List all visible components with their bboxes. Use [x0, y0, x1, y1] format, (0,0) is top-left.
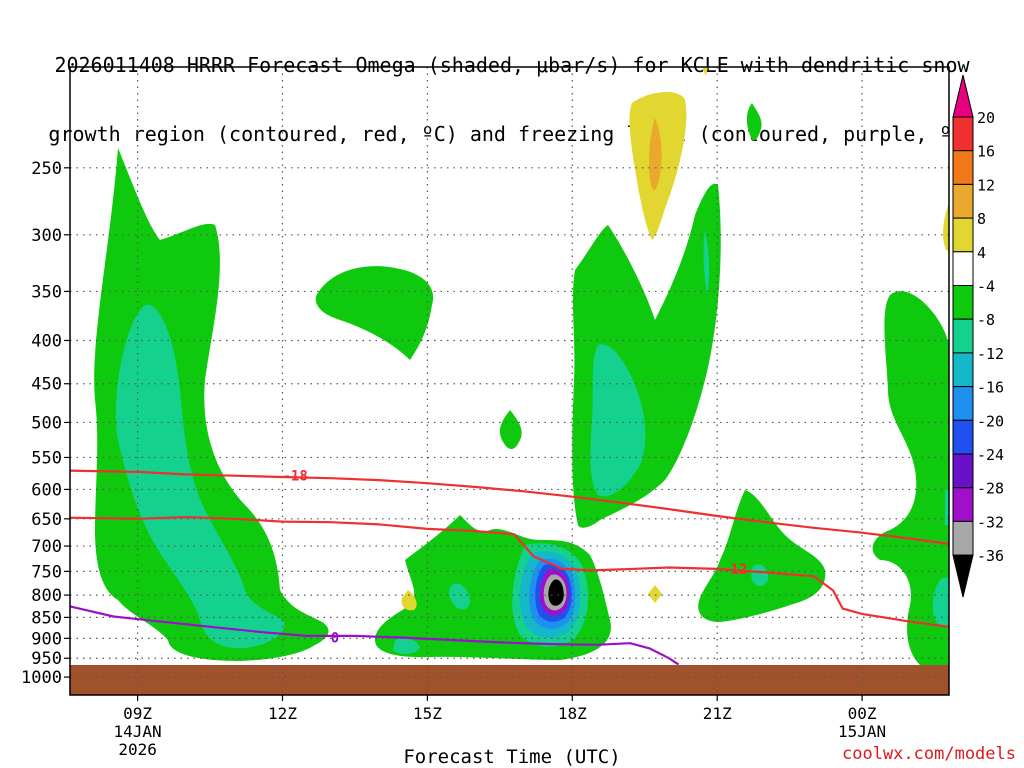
x-tick-year-09Z: 2026: [118, 740, 157, 759]
colorbar-label-6: -8: [977, 311, 995, 329]
y-tick-label-650: 650: [31, 510, 62, 530]
colorbar-swatch-5: [952, 251, 974, 287]
downward-motion-core-orange: [649, 118, 662, 191]
contour-label-0: -18: [283, 469, 308, 485]
y-tick-label-500: 500: [31, 413, 62, 433]
colorbar-label-1: 16: [977, 143, 995, 161]
upward-motion-region-small: [499, 410, 522, 449]
colorbar-label-0: 20: [977, 109, 995, 127]
colorbar-label-4: 4: [977, 244, 986, 262]
x-tick-label-12Z: 12Z: [268, 704, 297, 723]
x-tick-label-15Z: 15Z: [413, 704, 442, 723]
colorbar: 20 16 12 8 4 -4 -8 -12 -16 -20 -24 -28 -32 -36: [952, 74, 1004, 598]
y-tick-label-250: 250: [31, 159, 62, 179]
y-tick-label-900: 900: [31, 629, 62, 649]
downward-motion-small-right: [648, 585, 662, 603]
upward-motion-teal-small: [449, 583, 470, 610]
upward-motion-region-center-teal: [590, 344, 646, 497]
y-tick-label-1000: 1000: [21, 668, 62, 688]
x-tick-label-18Z: 18Z: [558, 704, 587, 723]
upward-motion-region-right: [872, 291, 949, 665]
colorbar-label-13: -36: [977, 547, 1004, 565]
colorbar-label-9: -20: [977, 412, 1004, 430]
y-tick-label-700: 700: [31, 537, 62, 557]
y-axis: 2503003504004505005506006507007508008509…: [21, 159, 70, 688]
colorbar-swatch-9: [952, 386, 974, 421]
downward-motion-right-edge: [943, 202, 949, 252]
x-tick-date-09Z: 14JAN: [114, 722, 162, 741]
y-tick-label-300: 300: [31, 226, 62, 246]
contour-line-0: [70, 469, 949, 545]
upward-motion-region-right-center: [698, 490, 826, 622]
upward-motion-core-black: [548, 579, 564, 606]
downward-motion-tiny-top-edge: [702, 67, 708, 76]
grid: [70, 67, 949, 695]
y-tick-label-800: 800: [31, 586, 62, 606]
y-tick-label-850: 850: [31, 608, 62, 628]
colorbar-label-3: 8: [977, 210, 986, 228]
upward-motion-streak: [703, 230, 710, 295]
colorbar-swatch-8: [952, 352, 974, 388]
contour-label-2: 0: [331, 631, 339, 647]
colorbar-label-7: -12: [977, 345, 1004, 363]
colorbar-swatch-10: [952, 419, 974, 455]
contour-line-2: [70, 605, 680, 666]
colorbar-swatch-11: [952, 453, 974, 489]
contour-lines: -18 -12 0: [70, 469, 949, 666]
x-tick-date-00Z: 15JAN: [838, 722, 886, 741]
colorbar-label-5: -4: [977, 278, 995, 296]
upward-motion-region-upper-mid: [315, 266, 434, 360]
downward-motion-small-left: [401, 590, 417, 611]
plot-frame: [69, 66, 950, 696]
y-tick-label-950: 950: [31, 649, 62, 669]
y-tick-label-600: 600: [31, 480, 62, 500]
x-tick-label-00Z: 00Z: [848, 704, 877, 723]
contour-line-1: [70, 515, 949, 628]
upward-motion-region-left-teal: [115, 304, 285, 649]
y-tick-label-450: 450: [31, 375, 62, 395]
colorbar-swatch-7: [952, 318, 974, 354]
colorbar-swatch-6: [952, 285, 974, 320]
y-tick-label-750: 750: [31, 562, 62, 582]
x-axis-title: Forecast Time (UTC): [403, 746, 621, 768]
credit-text: coolwx.com/models: [842, 744, 1016, 764]
colorbar-swatch-12: [952, 487, 974, 522]
x-tick-label-09Z: 09Z: [123, 704, 152, 723]
colorbar-swatch-2: [952, 150, 974, 185]
upward-motion-teal-right-top: [945, 488, 949, 525]
colorbar-label-8: -16: [977, 379, 1004, 397]
colorbar-swatch-3: [952, 183, 974, 219]
colorbar-swatch-4: [952, 217, 974, 253]
colorbar-label-2: 12: [977, 176, 995, 194]
y-tick-label-400: 400: [31, 331, 62, 351]
upward-motion-teal-bottom: [393, 638, 420, 654]
colorbar-label-12: -32: [977, 513, 1004, 531]
chart-title: 2026011408 HRRR Forecast Omega (shaded, …: [0, 8, 1024, 169]
colorbar-swatch-1: [952, 116, 974, 152]
omega-shading: [70, 67, 949, 695]
colorbar-label-10: -24: [977, 446, 1004, 464]
colorbar-bottom-arrow: [952, 554, 974, 598]
colorbar-top-arrow: [952, 74, 974, 118]
y-tick-label-350: 350: [31, 282, 62, 302]
colorbar-label-11: -28: [977, 480, 1004, 498]
x-tick-label-21Z: 21Z: [703, 704, 732, 723]
upward-motion-teal-right: [932, 577, 949, 627]
upward-motion-tiny-top: [746, 103, 762, 141]
ground-surface: [70, 665, 949, 695]
contour-label-1: -12: [722, 562, 747, 578]
title-line-1: 2026011408 HRRR Forecast Omega (shaded, …: [54, 53, 970, 77]
colorbar-swatch-13: [952, 520, 974, 556]
upward-motion-teal-right-center: [751, 564, 769, 586]
y-tick-label-550: 550: [31, 448, 62, 468]
